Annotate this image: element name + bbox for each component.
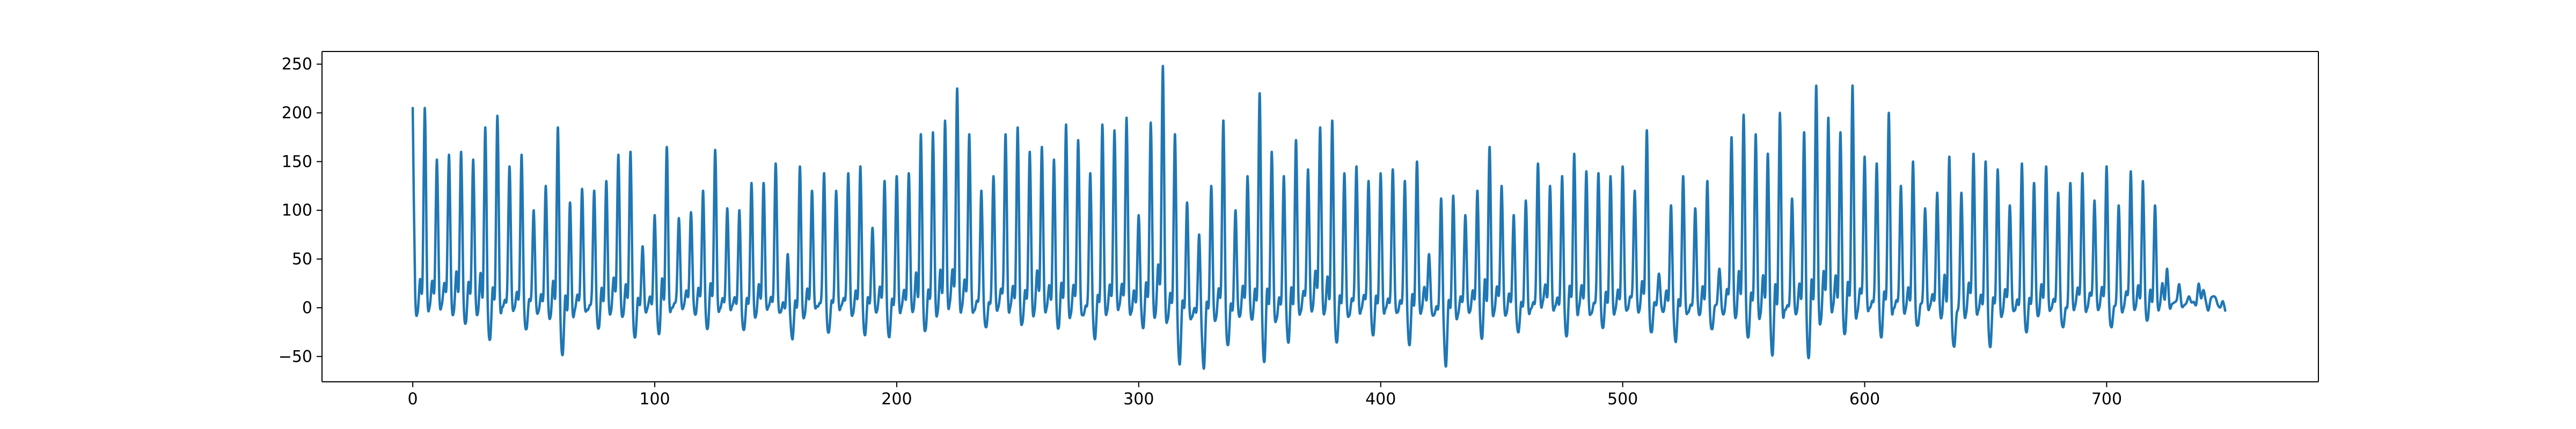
y-tick-label: 200 [282,103,312,122]
x-tick-label: 500 [1607,390,1638,409]
x-tick-label: 200 [881,390,912,409]
x-tick-label: 600 [1849,390,1880,409]
y-tick-label: 250 [282,55,312,74]
x-axis: 0 100 200 300 400 500 600 700 [408,382,2122,409]
plot-area: 0 100 200 300 400 500 600 700 −50 0 50 100 150 200 25… [279,51,2319,409]
x-tick-label: 300 [1123,390,1154,409]
y-tick-label: −50 [279,347,312,366]
x-tick-label: 400 [1365,390,1396,409]
y-tick-label: 0 [302,299,312,317]
y-axis: −50 0 50 100 150 200 250 [279,55,322,366]
axes-background [322,51,2318,382]
x-tick-label: 700 [2091,390,2122,409]
series-line [411,64,2227,370]
x-tick-label: 100 [639,390,670,409]
y-tick-label: 100 [282,201,312,220]
y-tick-label: 150 [282,152,312,171]
series-layer [411,64,2227,370]
y-tick-label: 50 [292,250,312,269]
x-tick-label: 0 [408,390,418,409]
